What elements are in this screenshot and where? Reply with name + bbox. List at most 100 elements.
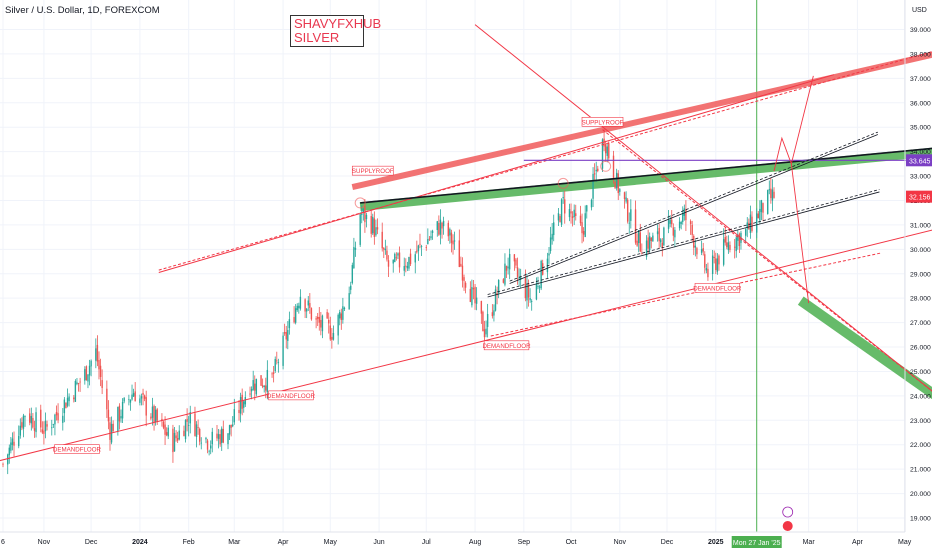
candle-body (634, 209, 637, 243)
candle-body (57, 413, 59, 421)
candle-body (131, 394, 133, 400)
candle-body (420, 246, 423, 247)
candle-body (307, 300, 309, 306)
price-tick-label: 20.000 (910, 491, 931, 498)
candle-body (671, 219, 673, 225)
lightning-icon[interactable] (782, 506, 794, 518)
candle-body (553, 222, 555, 236)
candle-body (175, 435, 177, 439)
candle-body (337, 314, 339, 336)
candle-body (641, 253, 643, 255)
time-tick-label: Sep (518, 539, 531, 546)
candle-body (328, 319, 330, 324)
price-tick-label: 21.000 (910, 467, 931, 474)
candle-body (626, 199, 629, 222)
candle-body (343, 307, 346, 310)
time-tick-label: Oct (566, 539, 577, 546)
candle-body (394, 253, 396, 263)
candle-body (101, 380, 103, 388)
price-tick-label: 35.000 (910, 125, 931, 132)
candle-body (339, 312, 341, 319)
candle-body (667, 220, 670, 229)
candle-body (331, 336, 333, 340)
candle-body (773, 191, 775, 198)
candle-body (304, 299, 306, 312)
candle-body (129, 399, 132, 403)
price-tick-label: 38.000 (910, 51, 931, 58)
candle-body (65, 402, 67, 409)
candle-body (427, 239, 429, 245)
time-tick-label: Nov (38, 539, 51, 546)
candle-body (277, 362, 280, 364)
candle-body (458, 240, 461, 267)
candle-body (254, 383, 256, 391)
candle-body (452, 240, 454, 245)
peak-marker (557, 177, 569, 189)
candle-body (691, 224, 693, 235)
candle-body (548, 253, 550, 256)
candle-body (438, 222, 440, 235)
candle-body (76, 382, 78, 385)
candle-body (425, 247, 427, 248)
candle-body (419, 243, 421, 245)
candle-body (744, 229, 747, 236)
candle-body (197, 426, 199, 428)
candle-body (298, 305, 300, 309)
candle-body (508, 253, 511, 270)
candle-body (8, 447, 10, 456)
candle-body (145, 397, 147, 416)
candle-body (210, 445, 212, 449)
flag-icon[interactable] (782, 521, 793, 531)
candle-body (707, 268, 709, 278)
candle-body (696, 248, 698, 255)
candle-body (263, 385, 265, 388)
candle-body (770, 188, 772, 199)
candle-body (464, 282, 467, 288)
candle-body (87, 374, 89, 382)
candle-body (384, 248, 387, 251)
candle-body (41, 429, 44, 433)
time-tick-label: May (898, 539, 912, 546)
time-tick-label: Mar (803, 539, 816, 546)
candle-body (194, 413, 196, 436)
candle-body (296, 305, 298, 311)
time-tick-label: Apr (278, 539, 290, 546)
candle-body (505, 265, 508, 271)
candle-body (461, 265, 464, 281)
candle-body (650, 237, 652, 242)
candle-body (117, 406, 119, 432)
candle-body (704, 254, 706, 268)
candle-body (178, 430, 180, 440)
candle-body (74, 380, 77, 402)
candle-body (649, 236, 651, 251)
candle-body (22, 415, 25, 429)
candle-body (748, 222, 750, 230)
candle-body (222, 428, 224, 443)
candle-body (645, 240, 648, 257)
candle-body (683, 208, 686, 216)
candle-body (362, 209, 365, 213)
candle-body (593, 173, 596, 175)
candle-body (726, 242, 728, 248)
candle-body (18, 435, 20, 447)
candle-body (361, 213, 363, 215)
candles (2, 129, 775, 475)
candle-body (142, 392, 144, 395)
candle-body (140, 396, 143, 399)
candle-body (519, 277, 522, 280)
candle-body (153, 405, 155, 423)
candle-body (54, 414, 56, 425)
candle-body (516, 267, 519, 277)
time-tick-label: Aug (469, 539, 482, 546)
candle-body (272, 372, 275, 374)
candle-body (309, 303, 311, 308)
candle-body (299, 296, 302, 309)
candle-body (342, 306, 344, 320)
candle-body (287, 329, 289, 341)
candle-body (118, 405, 121, 422)
candle-body (63, 399, 66, 414)
candle-body (623, 192, 626, 199)
descending-line (474, 24, 932, 392)
candle-body (282, 335, 284, 366)
